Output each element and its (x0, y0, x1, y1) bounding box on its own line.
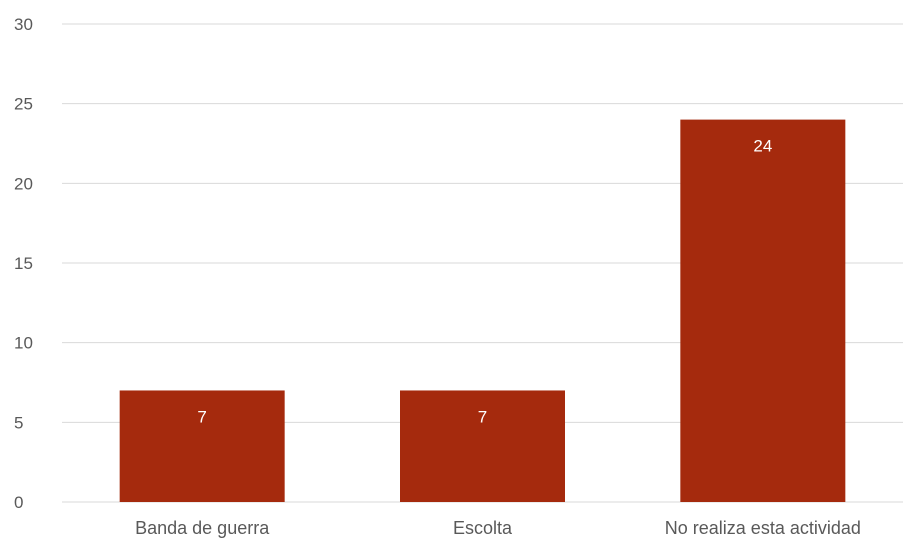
y-tick-label: 25 (14, 95, 33, 114)
bar (680, 119, 846, 502)
data-label: 24 (753, 137, 772, 156)
y-tick-label: 10 (14, 334, 33, 353)
data-label: 7 (197, 407, 206, 426)
y-tick-label: 15 (14, 254, 33, 273)
y-tick-label: 0 (14, 493, 23, 512)
data-labels: 7 7 24 (197, 137, 772, 427)
y-tick-label: 20 (14, 174, 33, 193)
x-category-label: No realiza esta actividad (665, 518, 861, 538)
y-axis-ticks: 0 5 10 15 20 25 30 (14, 15, 33, 512)
bar (119, 390, 285, 502)
data-label: 7 (478, 407, 487, 426)
bar (400, 390, 565, 502)
x-category-label: Banda de guerra (135, 518, 270, 538)
x-axis-categories: Banda de guerra Escolta No realiza esta ac… (135, 518, 861, 538)
bars (119, 119, 846, 502)
y-tick-label: 5 (14, 413, 23, 432)
x-category-label: Escolta (453, 518, 513, 538)
y-tick-label: 30 (14, 15, 33, 34)
